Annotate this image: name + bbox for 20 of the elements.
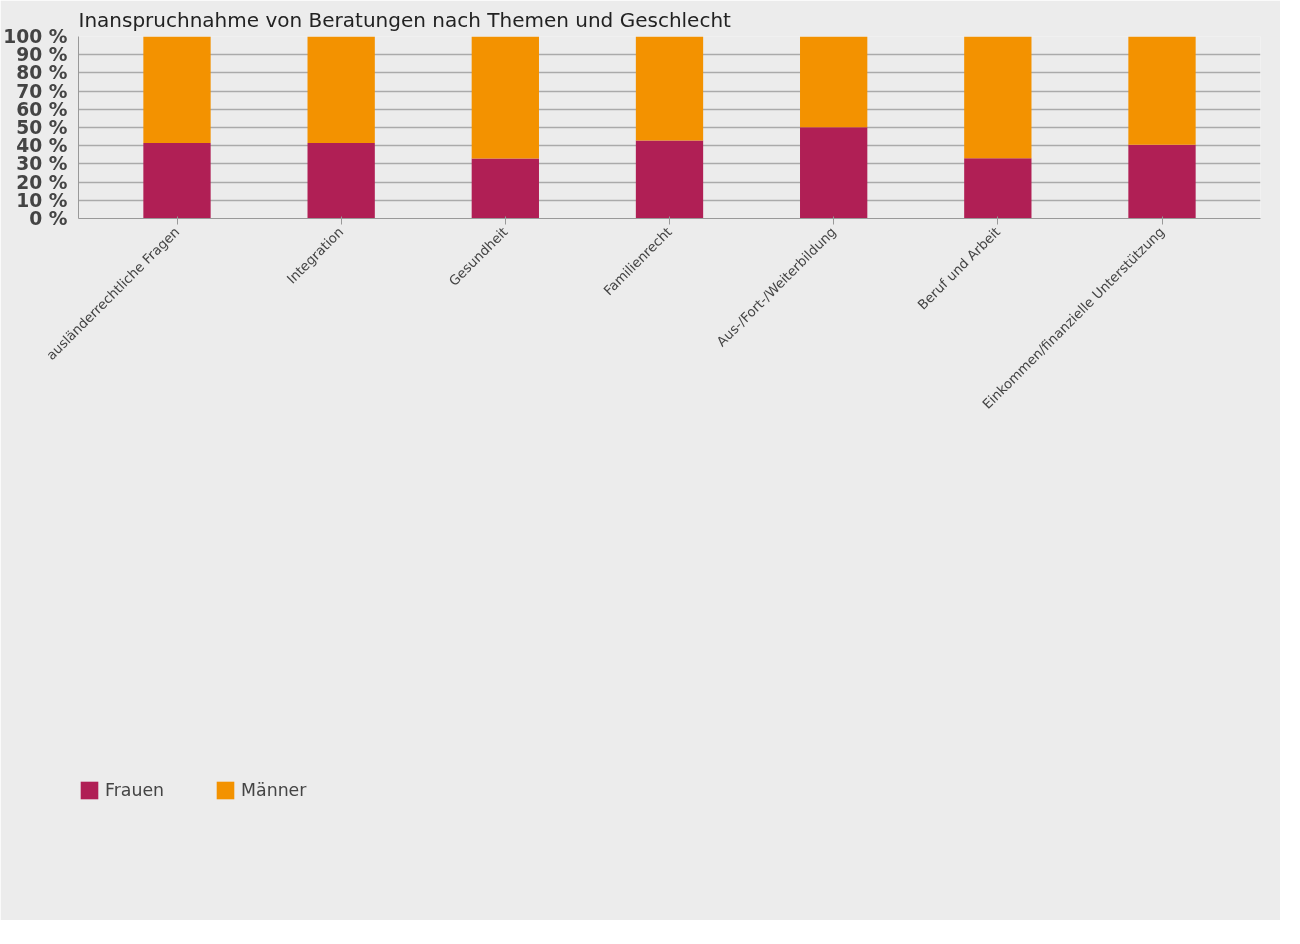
bar	[307, 142, 375, 219]
bar	[1128, 36, 1196, 145]
bar	[635, 36, 704, 141]
legend-label: Frauen	[105, 779, 165, 800]
chart-title: Inanspruchnahme von Beratungen nach Themen und Geschlecht	[78, 7, 732, 32]
bar	[143, 142, 211, 219]
bar	[1128, 144, 1196, 219]
y-tick-label: 50 %	[16, 117, 68, 138]
bar	[964, 36, 1032, 159]
bar	[800, 127, 868, 219]
legend-label: Männer	[241, 779, 307, 800]
bar	[964, 158, 1032, 219]
y-tick-label: 100 %	[3, 26, 68, 47]
bar	[635, 140, 704, 219]
bar	[471, 158, 539, 219]
bar	[307, 36, 375, 143]
y-tick-label: 0 %	[29, 208, 68, 229]
bar	[800, 36, 868, 128]
bar	[471, 36, 539, 159]
bar	[143, 36, 211, 143]
